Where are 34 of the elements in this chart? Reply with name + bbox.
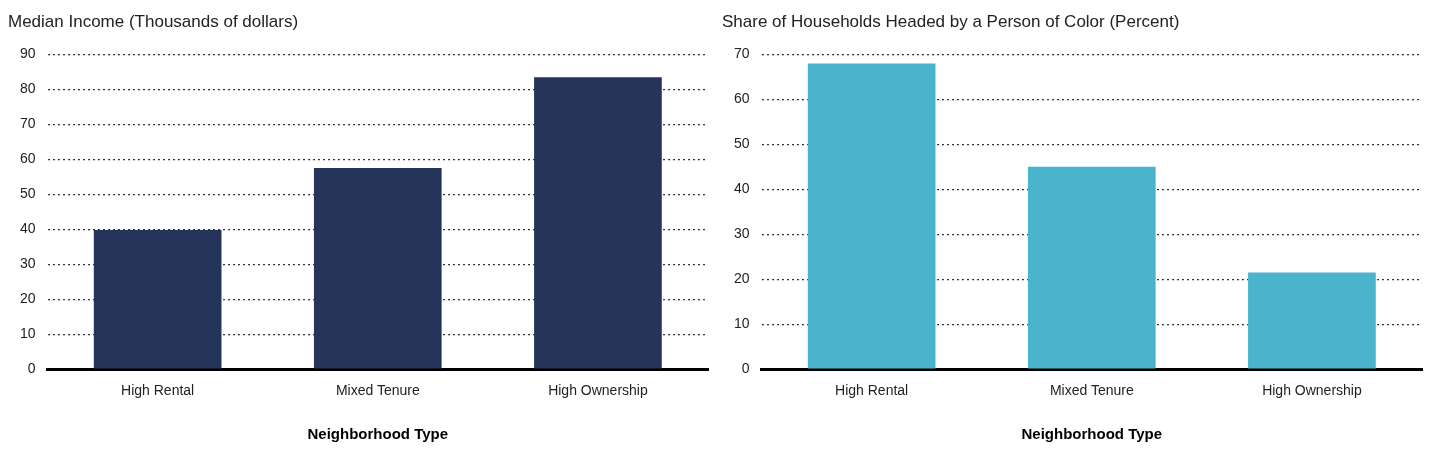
- x-axis-title: Neighborhood Type: [1021, 425, 1163, 443]
- x-axis-title: Neighborhood Type: [307, 425, 449, 443]
- y-tick-label: 80: [19, 80, 36, 97]
- y-tick-label: 40: [19, 220, 36, 237]
- y-tick-label: 10: [733, 315, 750, 332]
- y-tick-label: 60: [19, 150, 36, 167]
- y-tick-label: 20: [19, 290, 36, 307]
- y-tick-label: 50: [19, 185, 36, 202]
- y-tick-label: 60: [733, 90, 750, 107]
- bar: [534, 77, 662, 369]
- y-tick-label: 50: [733, 135, 750, 152]
- chart-title: Median Income (Thousands of dollars): [8, 11, 299, 31]
- bar: [1248, 272, 1376, 369]
- y-tick-label: 70: [19, 115, 36, 132]
- bar: [93, 229, 222, 369]
- y-tick-label: 20: [733, 270, 750, 287]
- x-tick-label: Mixed Tenure: [1049, 382, 1134, 399]
- y-tick-label: 70: [733, 45, 750, 62]
- x-tick-label: High Ownership: [1262, 382, 1362, 399]
- y-tick-label: 30: [19, 255, 36, 272]
- x-tick-label: High Rental: [835, 382, 909, 399]
- bar: [313, 168, 442, 369]
- bar: [807, 63, 936, 369]
- x-tick-label: High Ownership: [548, 382, 648, 399]
- y-tick-label: 0: [27, 360, 36, 377]
- chart-title: Share of Households Headed by a Person of Color (Percent): [722, 11, 1180, 31]
- y-tick-label: 10: [19, 325, 36, 342]
- y-tick-label: 40: [733, 180, 750, 197]
- x-tick-label: High Rental: [121, 382, 195, 399]
- y-tick-label: 90: [19, 45, 36, 62]
- y-tick-label: 30: [733, 225, 750, 242]
- x-tick-label: Mixed Tenure: [335, 382, 420, 399]
- bar: [1027, 166, 1156, 369]
- y-tick-label: 0: [741, 360, 750, 377]
